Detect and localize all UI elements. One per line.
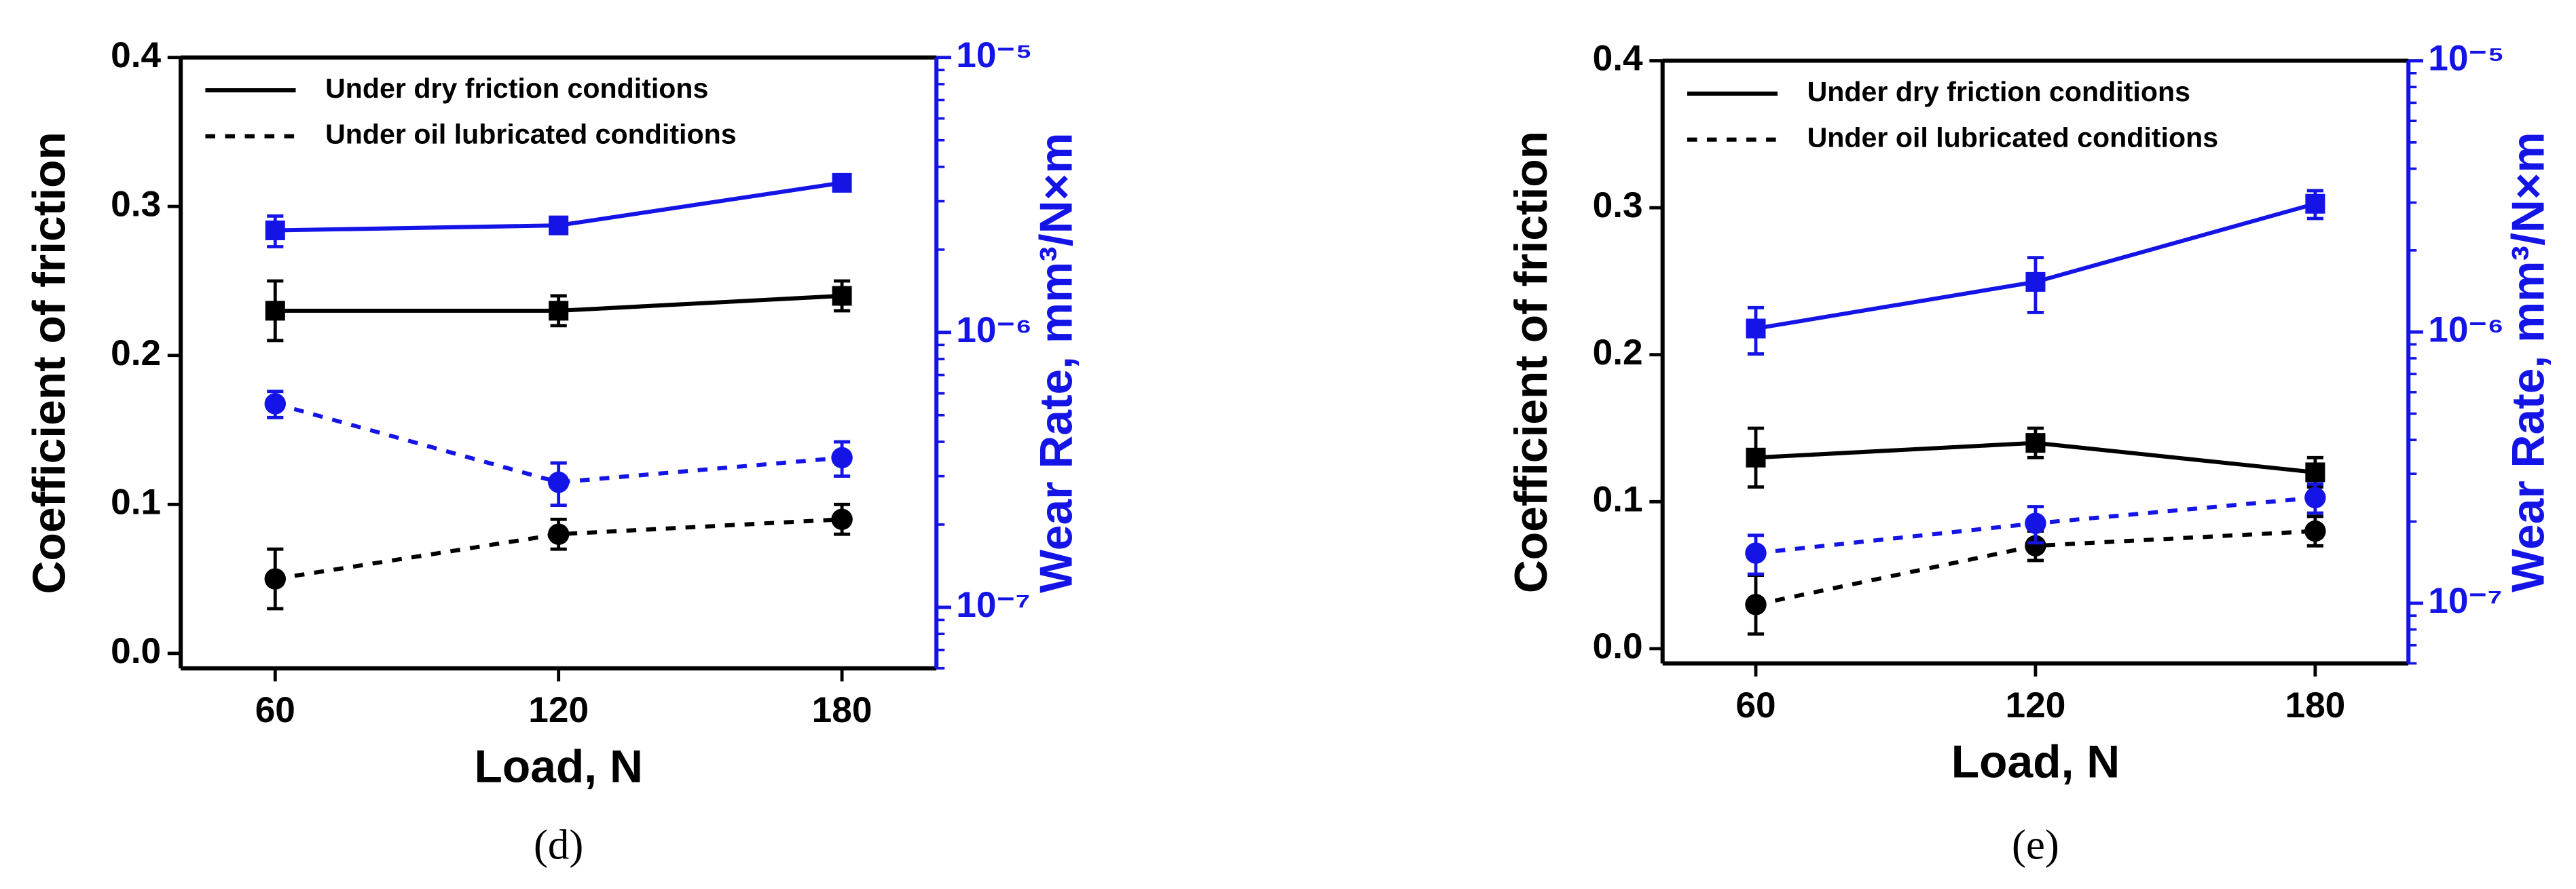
y-tick-label: 0.3: [1593, 185, 1643, 225]
y-tick-label: 0.1: [1593, 479, 1643, 519]
y2-tick-label: 10⁻⁷: [956, 585, 1030, 625]
y-tick-label: 0.4: [1593, 39, 1643, 79]
marker: [2304, 487, 2326, 509]
marker: [547, 523, 570, 545]
marker: [832, 172, 852, 193]
y2-axis-title: Wear Rate, mm³/N×m: [1031, 133, 1082, 593]
x-axis-title: Load, N: [1951, 736, 2120, 787]
legend-label: Under oil lubricated conditions: [1807, 122, 2219, 153]
marker: [1746, 447, 1766, 468]
marker: [1746, 318, 1766, 339]
y-axis-title: Coefficient of friction: [1506, 131, 1557, 593]
marker: [2025, 433, 2046, 453]
y-axis-title: Coefficient of friction: [24, 132, 75, 594]
y-tick-label: 0.0: [111, 631, 161, 671]
marker: [2025, 271, 2046, 292]
marker: [831, 508, 853, 530]
y-tick-label: 0.2: [111, 333, 161, 373]
marker: [1745, 594, 1767, 616]
panel: 60 120 180 0.0 0.1 0.2 0.3 0.4 10⁻⁷ 10⁻⁶ 10⁻⁵ Load,…: [24, 35, 1082, 869]
marker: [831, 447, 853, 469]
marker: [2025, 535, 2046, 556]
marker: [549, 301, 569, 321]
marker: [2304, 520, 2326, 542]
y2-tick-label: 10⁻⁶: [956, 310, 1032, 350]
x-tick-label: 60: [1735, 685, 1775, 725]
marker: [264, 568, 287, 590]
x-tick-label: 180: [812, 690, 872, 730]
x-tick-label: 120: [528, 690, 589, 730]
y-tick-label: 0.2: [1593, 333, 1643, 373]
caption: (d): [534, 820, 583, 868]
marker: [265, 301, 285, 321]
marker: [549, 215, 569, 235]
legend-label: Under dry friction conditions: [325, 73, 708, 104]
y2-tick-label: 10⁻⁶: [2428, 309, 2504, 349]
caption: (e): [2012, 820, 2059, 868]
y-tick-label: 0.0: [1593, 626, 1643, 666]
x-axis-title: Load, N: [474, 742, 642, 793]
marker: [2305, 462, 2325, 483]
marker: [2305, 193, 2325, 214]
x-tick-label: 120: [2006, 685, 2066, 725]
y2-axis-title: Wear Rate, mm³/N×m: [2503, 132, 2554, 592]
y2-tick-label: 10⁻⁵: [2428, 39, 2504, 79]
marker: [1745, 542, 1767, 564]
marker: [265, 220, 285, 240]
marker: [2025, 512, 2046, 534]
y-tick-label: 0.4: [111, 35, 161, 75]
marker: [547, 471, 570, 493]
y2-tick-label: 10⁻⁵: [956, 35, 1032, 75]
legend-label: Under oil lubricated conditions: [325, 119, 737, 150]
legend-label: Under dry friction conditions: [1807, 76, 2190, 107]
x-tick-label: 60: [255, 690, 295, 730]
marker: [832, 286, 852, 306]
series-line: [274, 517, 843, 582]
y-tick-label: 0.1: [111, 482, 161, 522]
y-tick-label: 0.3: [111, 184, 161, 224]
marker: [264, 393, 287, 415]
panel: 60 120 180 0.0 0.1 0.2 0.3 0.4 10⁻⁷ 10⁻⁶ 10⁻⁵ Load,…: [1506, 39, 2554, 869]
y2-tick-label: 10⁻⁷: [2428, 581, 2502, 621]
x-tick-label: 180: [2285, 685, 2345, 725]
